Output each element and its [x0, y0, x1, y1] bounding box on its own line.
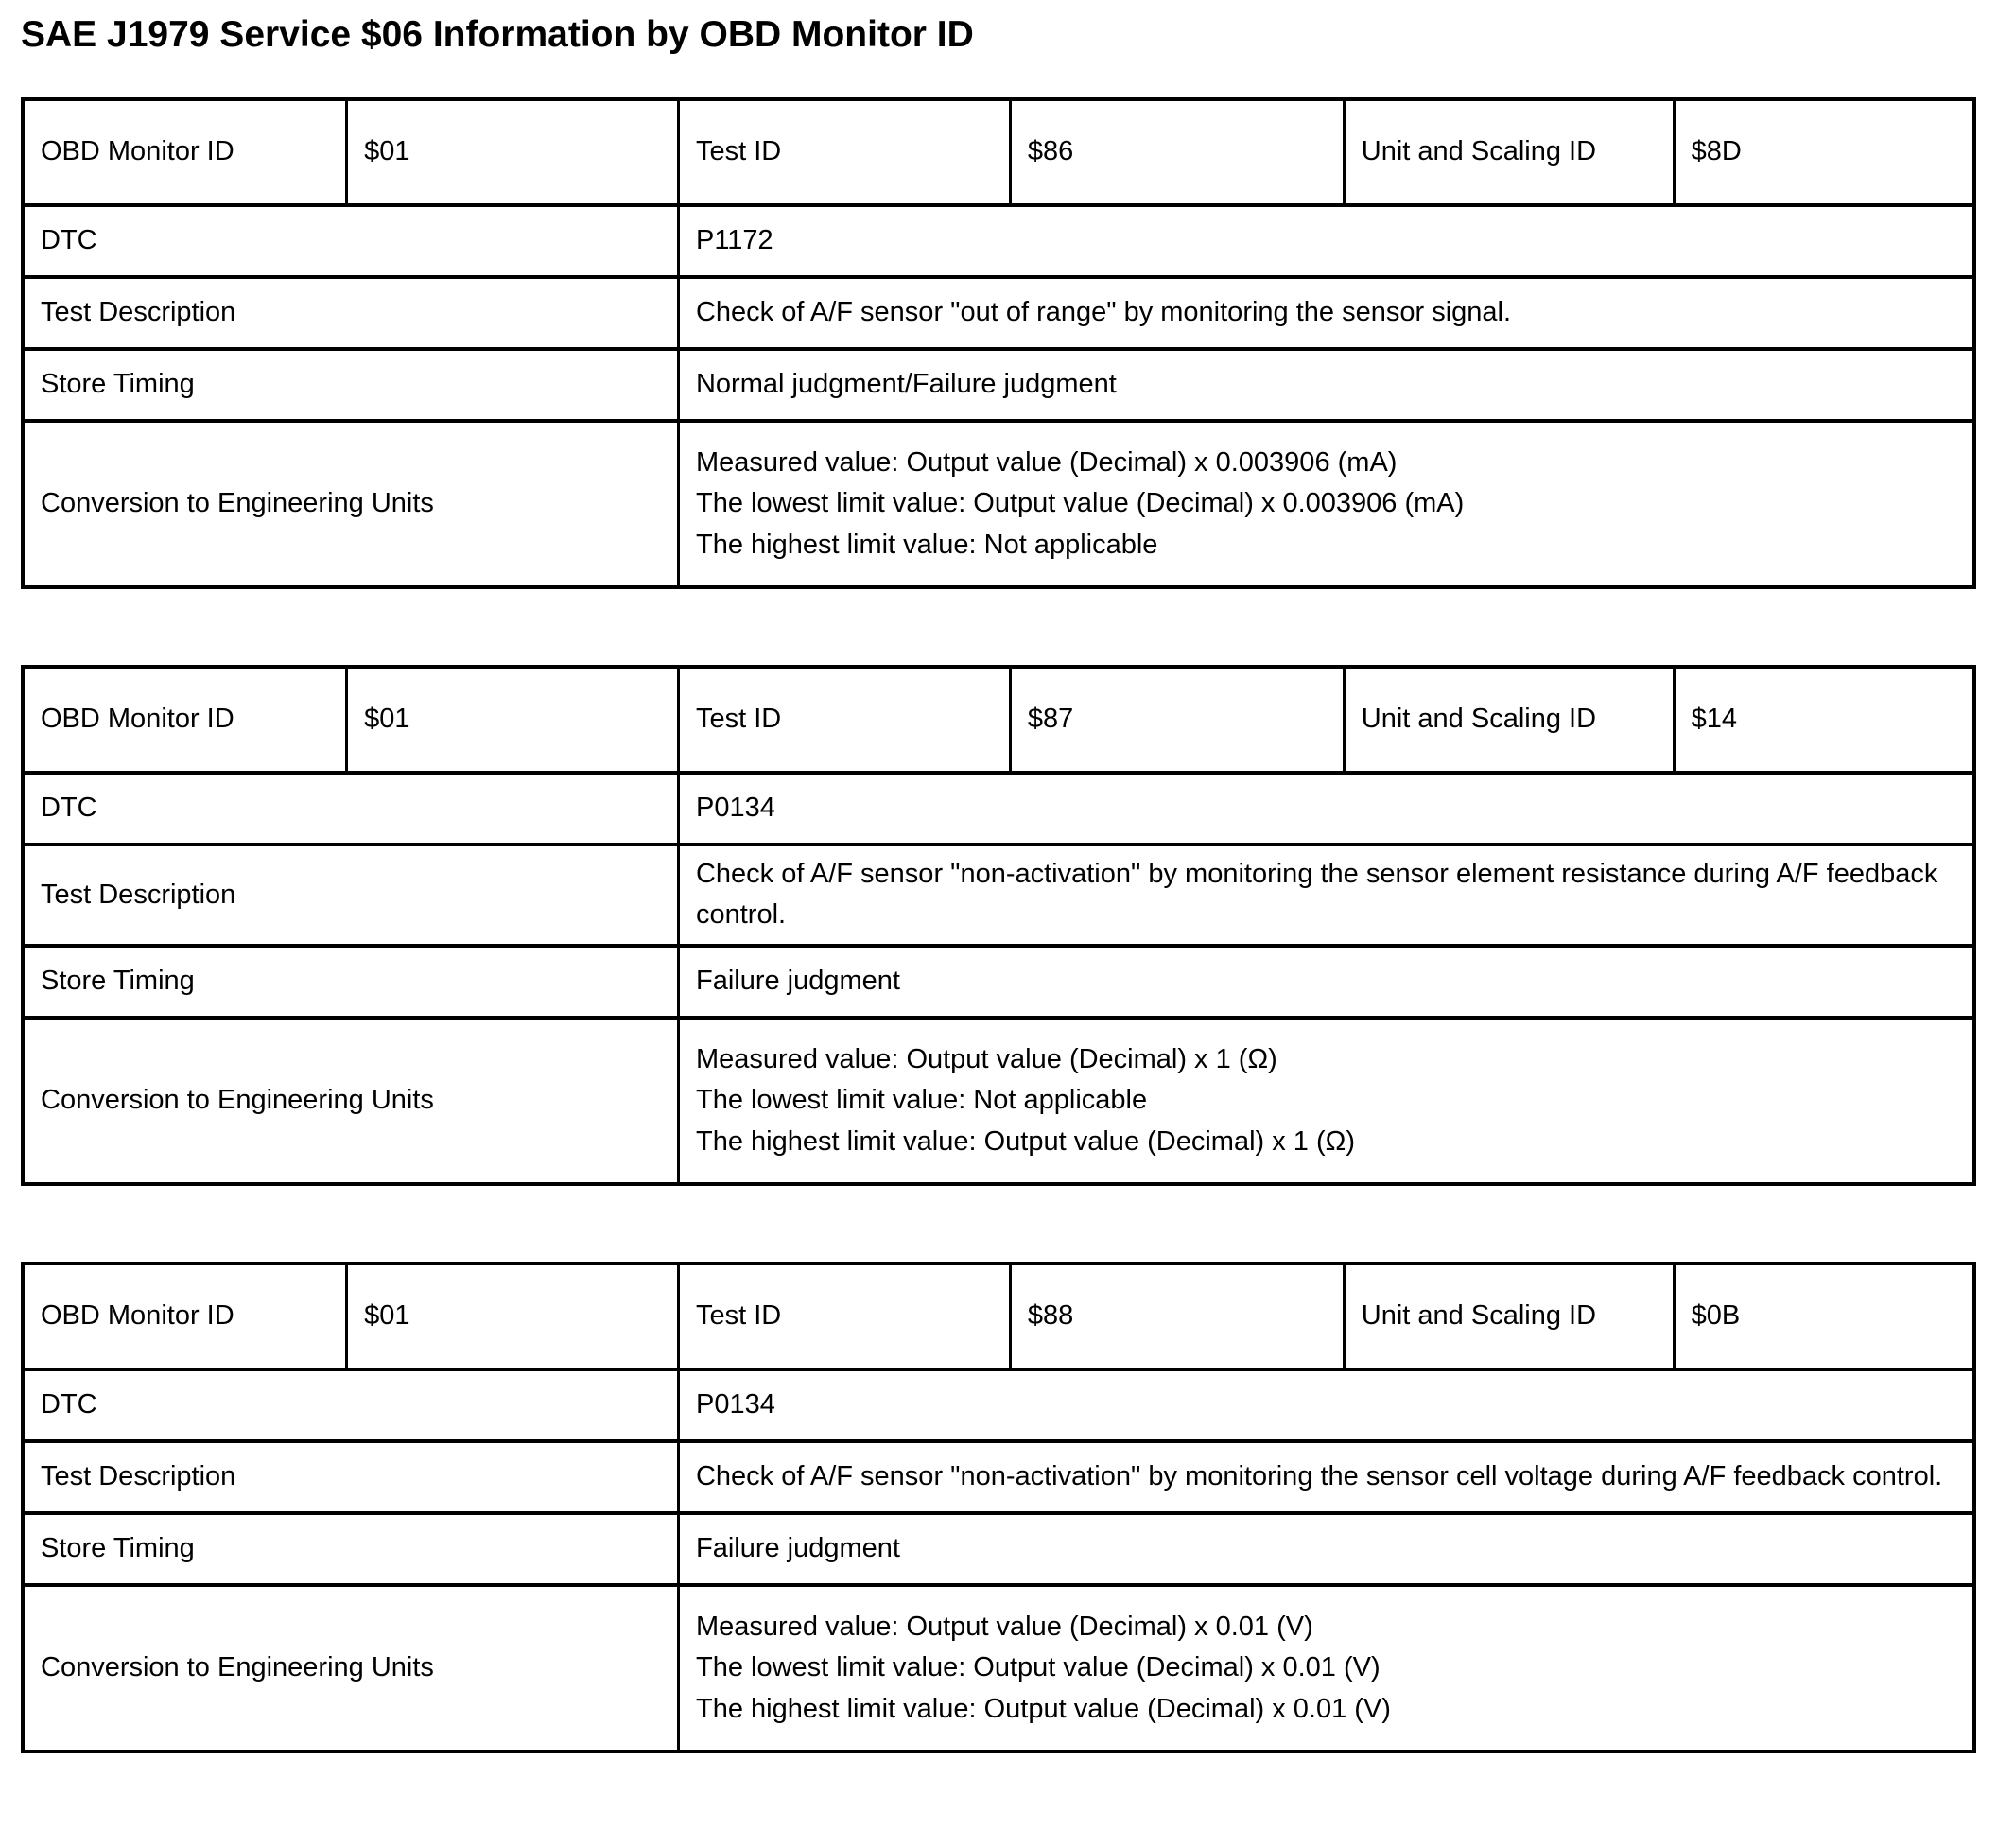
- table-row: DTC P0134: [21, 770, 1976, 846]
- test-description-value: Check of A/F sensor "out of range" by mo…: [676, 274, 1976, 351]
- conversion-value: Measured value: Output value (Decimal) x…: [676, 1015, 1976, 1186]
- monitor-table-3: OBD Monitor ID $01 Test ID $88 Unit and …: [21, 1261, 1976, 1753]
- obd-monitor-id-value: $01: [345, 664, 680, 775]
- store-timing-value: Failure judgment: [676, 1510, 1976, 1587]
- unit-scaling-id-value: $0B: [1672, 1261, 1976, 1371]
- test-id-label: Test ID: [676, 1261, 1012, 1371]
- conversion-line: Measured value: Output value (Decimal) x…: [695, 1043, 1277, 1074]
- monitor-table-2: OBD Monitor ID $01 Test ID $87 Unit and …: [21, 664, 1976, 1186]
- conversion-label: Conversion to Engineering Units: [21, 1582, 680, 1753]
- dtc-label: DTC: [21, 770, 680, 846]
- store-timing-label: Store Timing: [21, 346, 680, 423]
- table-row: DTC P1172: [21, 202, 1976, 279]
- table-row: Conversion to Engineering Units Measured…: [21, 418, 1976, 589]
- table-row: OBD Monitor ID $01 Test ID $87 Unit and …: [21, 664, 1976, 775]
- test-description-value: Check of A/F sensor "non-activation" by …: [676, 842, 1976, 948]
- obd-monitor-id-label: OBD Monitor ID: [21, 664, 349, 775]
- table-row: Test Description Check of A/F sensor "no…: [21, 1438, 1976, 1515]
- table-row: Store Timing Failure judgment: [21, 943, 1976, 1020]
- unit-scaling-id-value: $14: [1672, 664, 1976, 775]
- conversion-line: The highest limit value: Output value (D…: [695, 1125, 1355, 1157]
- conversion-value: Measured value: Output value (Decimal) x…: [676, 418, 1976, 589]
- conversion-line: Measured value: Output value (Decimal) x…: [695, 1611, 1313, 1642]
- obd-monitor-id-value: $01: [345, 1261, 680, 1371]
- conversion-line: The lowest limit value: Output value (De…: [695, 488, 1465, 519]
- test-id-value: $86: [1008, 96, 1346, 207]
- dtc-value: P0134: [676, 770, 1976, 846]
- test-description-label: Test Description: [21, 274, 680, 351]
- test-id-value: $87: [1008, 664, 1346, 775]
- table-row: Conversion to Engineering Units Measured…: [21, 1015, 1976, 1186]
- conversion-line: The lowest limit value: Not applicable: [695, 1085, 1148, 1116]
- conversion-line: The lowest limit value: Output value (De…: [695, 1652, 1381, 1683]
- table-row: Store Timing Normal judgment/Failure jud…: [21, 346, 1976, 423]
- test-description-label: Test Description: [21, 1438, 680, 1515]
- monitor-table-1: OBD Monitor ID $01 Test ID $86 Unit and …: [21, 96, 1976, 589]
- store-timing-value: Failure judgment: [676, 943, 1976, 1020]
- dtc-value: P0134: [676, 1367, 1976, 1443]
- conversion-line: The highest limit value: Not applicable: [695, 529, 1158, 560]
- test-description-label: Test Description: [21, 842, 680, 948]
- test-id-label: Test ID: [676, 96, 1012, 207]
- table-row: Test Description Check of A/F sensor "no…: [21, 842, 1976, 948]
- dtc-label: DTC: [21, 202, 680, 279]
- conversion-line: Measured value: Output value (Decimal) x…: [695, 446, 1398, 478]
- conversion-value: Measured value: Output value (Decimal) x…: [676, 1582, 1976, 1753]
- table-row: Conversion to Engineering Units Measured…: [21, 1582, 1976, 1753]
- table-row: Store Timing Failure judgment: [21, 1510, 1976, 1587]
- unit-scaling-id-label: Unit and Scaling ID: [1342, 664, 1676, 775]
- dtc-value: P1172: [676, 202, 1976, 279]
- dtc-label: DTC: [21, 1367, 680, 1443]
- page-title: SAE J1979 Service $06 Information by OBD…: [21, 14, 974, 55]
- store-timing-label: Store Timing: [21, 943, 680, 1020]
- unit-scaling-id-label: Unit and Scaling ID: [1342, 96, 1676, 207]
- obd-monitor-id-label: OBD Monitor ID: [21, 1261, 349, 1371]
- table-row: OBD Monitor ID $01 Test ID $86 Unit and …: [21, 96, 1976, 207]
- conversion-label: Conversion to Engineering Units: [21, 418, 680, 589]
- table-row: DTC P0134: [21, 1367, 1976, 1443]
- conversion-label: Conversion to Engineering Units: [21, 1015, 680, 1186]
- conversion-line: The highest limit value: Output value (D…: [695, 1693, 1391, 1724]
- unit-scaling-id-value: $8D: [1672, 96, 1976, 207]
- table-row: Test Description Check of A/F sensor "ou…: [21, 274, 1976, 351]
- obd-monitor-id-value: $01: [345, 96, 680, 207]
- test-description-value: Check of A/F sensor "non-activation" by …: [676, 1438, 1976, 1515]
- test-id-value: $88: [1008, 1261, 1346, 1371]
- unit-scaling-id-label: Unit and Scaling ID: [1342, 1261, 1676, 1371]
- test-id-label: Test ID: [676, 664, 1012, 775]
- store-timing-label: Store Timing: [21, 1510, 680, 1587]
- table-row: OBD Monitor ID $01 Test ID $88 Unit and …: [21, 1261, 1976, 1371]
- store-timing-value: Normal judgment/Failure judgment: [676, 346, 1976, 423]
- obd-monitor-id-label: OBD Monitor ID: [21, 96, 349, 207]
